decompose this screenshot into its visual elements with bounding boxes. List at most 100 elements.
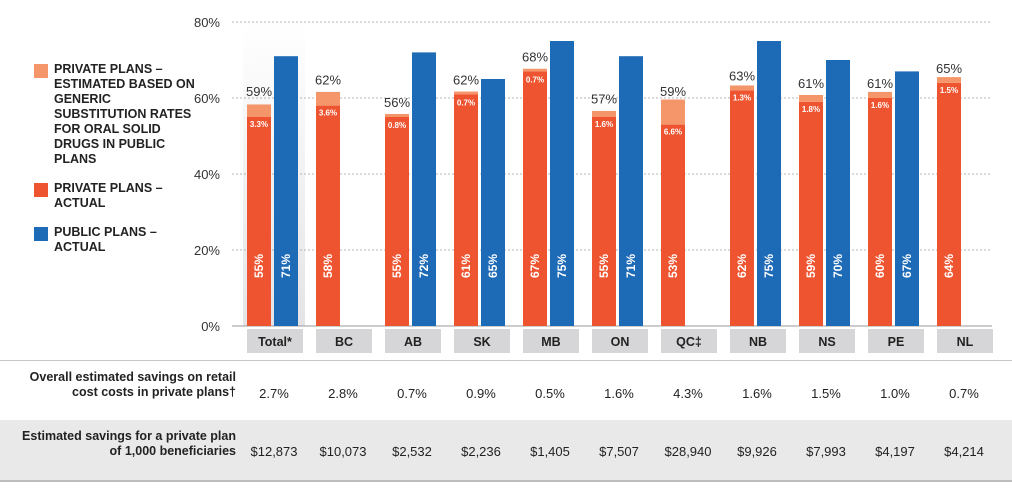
bar-total-label: 56% xyxy=(384,95,410,110)
bar-label-public-actual: 70% xyxy=(831,254,845,278)
bar-public-actual xyxy=(895,71,919,327)
table-cell: $4,214 xyxy=(944,444,984,459)
category-label: NS xyxy=(818,335,835,349)
bar-private-actual xyxy=(661,124,685,326)
category-label: QC‡ xyxy=(676,335,702,349)
table-cell: $7,507 xyxy=(599,444,639,459)
y-tick-label: 80% xyxy=(194,15,220,30)
table-cell: 4.3% xyxy=(673,386,703,401)
category-box xyxy=(385,329,441,353)
legend-item-private-actual: PRIVATE PLANS – ACTUAL xyxy=(34,181,204,211)
category-box xyxy=(799,329,855,353)
bar-label-private-actual: 64% xyxy=(942,254,956,278)
legend-label: PRIVATE PLANS – ESTIMATED BASED ON GENER… xyxy=(54,62,195,166)
category-box xyxy=(730,329,786,353)
bar-public-actual xyxy=(412,52,436,327)
bar-private-actual xyxy=(730,90,754,327)
bar-private-actual xyxy=(454,94,478,326)
bar-public-actual xyxy=(550,41,574,326)
bar-total-label: 59% xyxy=(660,84,686,99)
bar-total-label: 65% xyxy=(936,61,962,76)
table-cell: 1.6% xyxy=(742,386,772,401)
table-cell: 1.5% xyxy=(811,386,841,401)
table-divider xyxy=(0,360,1012,361)
bar-label-public-actual: 71% xyxy=(624,254,638,278)
bar-private-estimated xyxy=(799,94,823,102)
table-cell: 0.9% xyxy=(466,386,496,401)
bar-private-actual xyxy=(385,117,409,326)
bar-total-label: 68% xyxy=(522,50,548,65)
bar-label-public-actual: 72% xyxy=(417,254,431,278)
bar-label-public-actual: 67% xyxy=(900,254,914,278)
category-label: NB xyxy=(749,335,767,349)
y-tick-label: 60% xyxy=(194,91,220,106)
bar-private-estimated xyxy=(316,91,340,106)
legend-item-private-estimated: PRIVATE PLANS – ESTIMATED BASED ON GENER… xyxy=(34,62,204,167)
category-label: MB xyxy=(541,335,560,349)
category-label: NL xyxy=(957,335,974,349)
y-axis-ticks: 0% 20% 40% 60% 80% xyxy=(194,15,220,334)
legend-label: PUBLIC PLANS – ACTUAL xyxy=(54,225,157,254)
bar-private-estimated xyxy=(523,68,547,72)
table-cell: $2,532 xyxy=(392,444,432,459)
bar-private-actual xyxy=(868,98,892,326)
category-label: PE xyxy=(888,335,905,349)
bar-private-estimated xyxy=(937,77,961,83)
category-box xyxy=(937,329,993,353)
bar-private-estimated xyxy=(454,91,478,95)
bar-total-label: 62% xyxy=(453,72,479,87)
bar-label-public-actual: 71% xyxy=(279,254,293,278)
bar-public-actual xyxy=(481,79,505,326)
y-tick-label: 40% xyxy=(194,167,220,182)
table-cell: $10,073 xyxy=(319,444,367,459)
bar-private-actual xyxy=(316,105,340,326)
bar-label-private-estimated: 6.6% xyxy=(664,128,682,137)
category-label: SK xyxy=(473,335,490,349)
bar-label-private-actual: 55% xyxy=(597,254,611,278)
table-cell: $7,993 xyxy=(806,444,846,459)
bar-label-private-actual: 60% xyxy=(873,254,887,278)
category-label: ON xyxy=(611,335,630,349)
bar-label-private-actual: 55% xyxy=(252,254,266,278)
legend: PRIVATE PLANS – ESTIMATED BASED ON GENER… xyxy=(34,62,204,269)
table-cell: $28,940 xyxy=(664,444,712,459)
bar-total-label: 61% xyxy=(798,76,824,91)
bar-private-estimated xyxy=(730,85,754,91)
bar-private-estimated xyxy=(661,99,685,125)
bar-label-private-estimated: 3.3% xyxy=(250,120,268,129)
bar-label-private-estimated: 1.8% xyxy=(802,105,820,114)
bars: 55% 3.3% 59% 71% 58% 3.6% 62% 55% 0.8% 56% 72% 61% 0… xyxy=(246,41,962,327)
bar-label-private-estimated: 1.3% xyxy=(733,93,751,102)
row2-label: Estimated savings for a private plan of … xyxy=(22,429,236,458)
bar-label-private-actual: 61% xyxy=(459,254,473,278)
bar-public-actual xyxy=(619,56,643,326)
bar-private-actual xyxy=(799,101,823,326)
category-labels: Total* BC AB SK MB ON QC‡ NB NS PE NL xyxy=(247,329,993,353)
bar-private-actual xyxy=(937,82,961,326)
category-box xyxy=(661,329,717,353)
bar-private-actual xyxy=(247,117,271,326)
bar-private-actual xyxy=(523,71,547,327)
bar-private-estimated xyxy=(385,113,409,117)
bar-label-private-estimated: 1.6% xyxy=(595,120,613,129)
category-box xyxy=(592,329,648,353)
table-cell: 2.7% xyxy=(259,386,289,401)
table-cell: 0.7% xyxy=(397,386,427,401)
bar-label-private-estimated: 0.8% xyxy=(388,121,406,130)
bar-public-actual xyxy=(826,60,850,326)
bar-public-actual xyxy=(274,56,298,326)
category-box xyxy=(868,329,924,353)
category-label: AB xyxy=(404,335,422,349)
category-label: BC xyxy=(335,335,353,349)
table-bottom-line xyxy=(0,480,1012,482)
category-box xyxy=(247,329,303,353)
category-box xyxy=(316,329,372,353)
bar-label-private-actual: 58% xyxy=(321,254,335,278)
category-label: Total* xyxy=(258,335,292,349)
bar-label-private-estimated: 0.7% xyxy=(457,99,475,108)
table-cell: 0.7% xyxy=(949,386,979,401)
y-tick-label: 0% xyxy=(201,319,220,334)
bar-label-public-actual: 75% xyxy=(762,254,776,278)
bar-label-private-actual: 67% xyxy=(528,254,542,278)
bar-label-private-estimated: 3.6% xyxy=(319,109,337,118)
